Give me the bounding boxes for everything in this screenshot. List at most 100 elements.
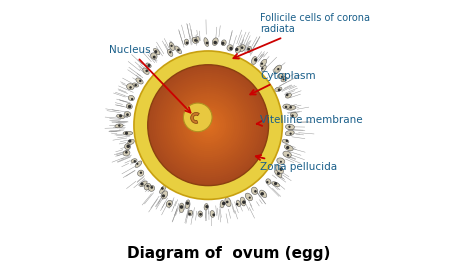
Ellipse shape [275,87,282,92]
Circle shape [125,132,128,135]
Ellipse shape [128,95,134,101]
Ellipse shape [140,181,147,187]
Ellipse shape [276,165,284,174]
Circle shape [160,77,256,173]
Ellipse shape [245,193,252,201]
Circle shape [261,63,263,65]
Ellipse shape [285,93,291,98]
Ellipse shape [235,46,241,53]
Circle shape [200,117,216,133]
Ellipse shape [210,210,215,217]
Text: Zona pellucida: Zona pellucida [256,155,338,172]
Circle shape [139,80,142,82]
Circle shape [274,182,277,185]
Ellipse shape [148,185,155,191]
Circle shape [254,58,257,61]
Circle shape [242,200,245,204]
Circle shape [235,48,239,51]
Circle shape [128,105,131,108]
Text: Cytoplasm: Cytoplasm [250,71,316,94]
Ellipse shape [220,201,224,208]
Circle shape [154,50,158,53]
Ellipse shape [251,57,257,64]
Ellipse shape [262,65,266,72]
Ellipse shape [175,46,181,54]
Circle shape [158,75,258,176]
Circle shape [126,144,130,148]
Circle shape [178,95,238,155]
Circle shape [174,91,242,159]
Circle shape [182,99,234,151]
Ellipse shape [286,105,296,110]
Circle shape [118,124,120,127]
Ellipse shape [266,179,271,184]
Circle shape [249,197,251,199]
Circle shape [141,182,144,185]
Circle shape [288,126,291,128]
Circle shape [190,107,226,143]
Circle shape [164,81,252,169]
Ellipse shape [123,150,130,156]
Ellipse shape [115,124,123,128]
Circle shape [186,201,189,205]
Circle shape [153,56,156,59]
Polygon shape [191,113,199,123]
Ellipse shape [184,39,189,45]
Circle shape [166,83,251,168]
Circle shape [280,161,282,163]
Circle shape [241,46,244,49]
Circle shape [226,201,229,203]
Ellipse shape [260,59,267,67]
Circle shape [156,73,261,177]
Ellipse shape [179,203,184,213]
Circle shape [205,205,208,208]
Circle shape [184,101,232,149]
Circle shape [134,84,137,86]
Circle shape [148,65,268,186]
Circle shape [180,97,236,153]
Ellipse shape [126,103,132,109]
Circle shape [286,94,289,96]
Circle shape [206,41,208,44]
Circle shape [221,42,224,45]
Ellipse shape [213,38,218,45]
Ellipse shape [227,45,233,51]
Text: Vitelline membrane: Vitelline membrane [257,115,363,126]
Circle shape [136,163,138,165]
Ellipse shape [128,139,134,144]
Circle shape [192,109,224,141]
Ellipse shape [277,73,285,78]
Circle shape [129,86,132,89]
Ellipse shape [192,37,197,43]
Ellipse shape [277,158,285,164]
Circle shape [162,194,165,197]
Circle shape [168,85,248,165]
Circle shape [194,39,197,42]
Circle shape [202,119,214,131]
Ellipse shape [117,114,125,119]
Circle shape [204,121,212,129]
Circle shape [140,172,142,174]
Circle shape [119,114,122,118]
Circle shape [213,213,215,216]
Circle shape [277,172,280,175]
Ellipse shape [251,187,258,194]
Circle shape [180,205,183,209]
Circle shape [183,103,212,132]
Circle shape [289,106,292,109]
Circle shape [194,111,222,139]
Ellipse shape [285,130,294,136]
Circle shape [154,71,262,180]
Ellipse shape [274,65,282,73]
Circle shape [185,41,188,44]
Circle shape [199,213,202,216]
Ellipse shape [239,45,245,52]
Ellipse shape [188,210,192,216]
Ellipse shape [240,197,245,206]
Circle shape [277,68,279,70]
Circle shape [177,48,180,51]
Circle shape [172,89,245,161]
Circle shape [285,106,287,108]
Circle shape [125,151,128,154]
Circle shape [170,45,173,47]
